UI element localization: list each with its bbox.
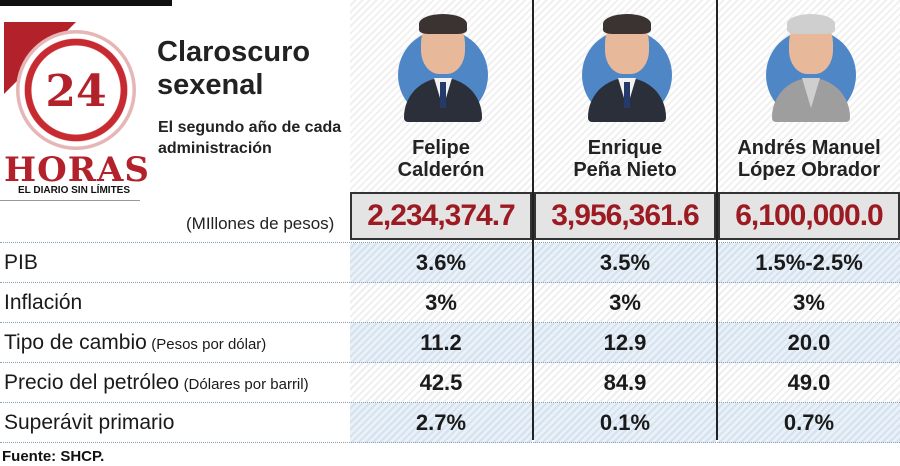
table-cell: 3% — [718, 283, 900, 323]
total-value-lopez-obrador: 6,100,000.0 — [718, 192, 900, 240]
logo-tagline: EL DIARIO SIN LÍMITES — [17, 185, 131, 196]
brand-logo: 24 HORAS EL DIARIO SIN LÍMITES — [4, 22, 150, 197]
column-header-calderon: Felipe Calderón — [350, 0, 532, 192]
column-name: Felipe Calderón — [397, 137, 485, 181]
table-row: Tipo de cambio (Pesos por dólar) 11.2 12… — [0, 322, 900, 363]
portrait-lopez-obrador — [764, 12, 858, 126]
totals-label: (MIllones de pesos) — [186, 214, 335, 233]
table-cell: 0.7% — [718, 403, 900, 443]
table-cell: 20.0 — [718, 323, 900, 363]
total-value-pena-nieto: 3,956,361.6 — [534, 192, 716, 240]
column-name: Andrés Manuel López Obrador — [737, 137, 881, 181]
table-cell: 49.0 — [718, 363, 900, 403]
table-row: Inflación 3% 3% 3% — [0, 282, 900, 323]
column-name: Enrique Peña Nieto — [573, 137, 677, 181]
column-header-pena-nieto: Enrique Peña Nieto — [534, 0, 716, 192]
row-label: Superávit primario — [0, 403, 350, 443]
table-cell: 11.2 — [350, 323, 532, 363]
table-bottom-rule — [0, 442, 900, 443]
table-cell: 1.5%-2.5% — [718, 243, 900, 283]
table-cell: 42.5 — [350, 363, 532, 403]
table-row: Superávit primario 2.7% 0.1% 0.7% — [0, 402, 900, 443]
table-cell: 3% — [534, 283, 716, 323]
portrait-calderon — [396, 12, 490, 126]
table-cell: 12.9 — [534, 323, 716, 363]
column-divider — [716, 0, 718, 440]
row-label: Inflación — [0, 283, 350, 323]
row-label: Tipo de cambio (Pesos por dólar) — [0, 323, 350, 363]
logo-ring — [16, 30, 136, 150]
table-cell: 2.7% — [350, 403, 532, 443]
table-cell: 84.9 — [534, 363, 716, 403]
column-header-lopez-obrador: Andrés Manuel López Obrador — [718, 0, 900, 192]
row-unit: (Dólares por barril) — [183, 376, 309, 393]
table-cell: 3.5% — [534, 243, 716, 283]
table-row: PIB 3.6% 3.5% 1.5%-2.5% — [0, 242, 900, 283]
row-label: PIB — [0, 243, 350, 283]
chart-title: Claroscuro sexenal — [157, 36, 311, 101]
total-value-calderon: 2,234,374.7 — [350, 192, 532, 240]
chart-subtitle: El segundo año de cada administración — [158, 119, 342, 157]
column-divider — [532, 0, 534, 440]
row-unit: (Pesos por dólar) — [151, 336, 267, 353]
table-cell: 3.6% — [350, 243, 532, 283]
logo-number: 24 — [45, 66, 107, 117]
portrait-pena-nieto — [580, 12, 674, 126]
table-row: Precio del petróleo (Dólares por barril)… — [0, 362, 900, 403]
source-note: Fuente: SHCP. — [2, 448, 105, 465]
logo-divider — [0, 200, 140, 201]
logo-wordmark: HORAS — [4, 150, 150, 190]
table-cell: 3% — [350, 283, 532, 323]
top-rule — [0, 0, 172, 6]
row-label: Precio del petróleo (Dólares por barril) — [0, 363, 350, 403]
table-cell: 0.1% — [534, 403, 716, 443]
